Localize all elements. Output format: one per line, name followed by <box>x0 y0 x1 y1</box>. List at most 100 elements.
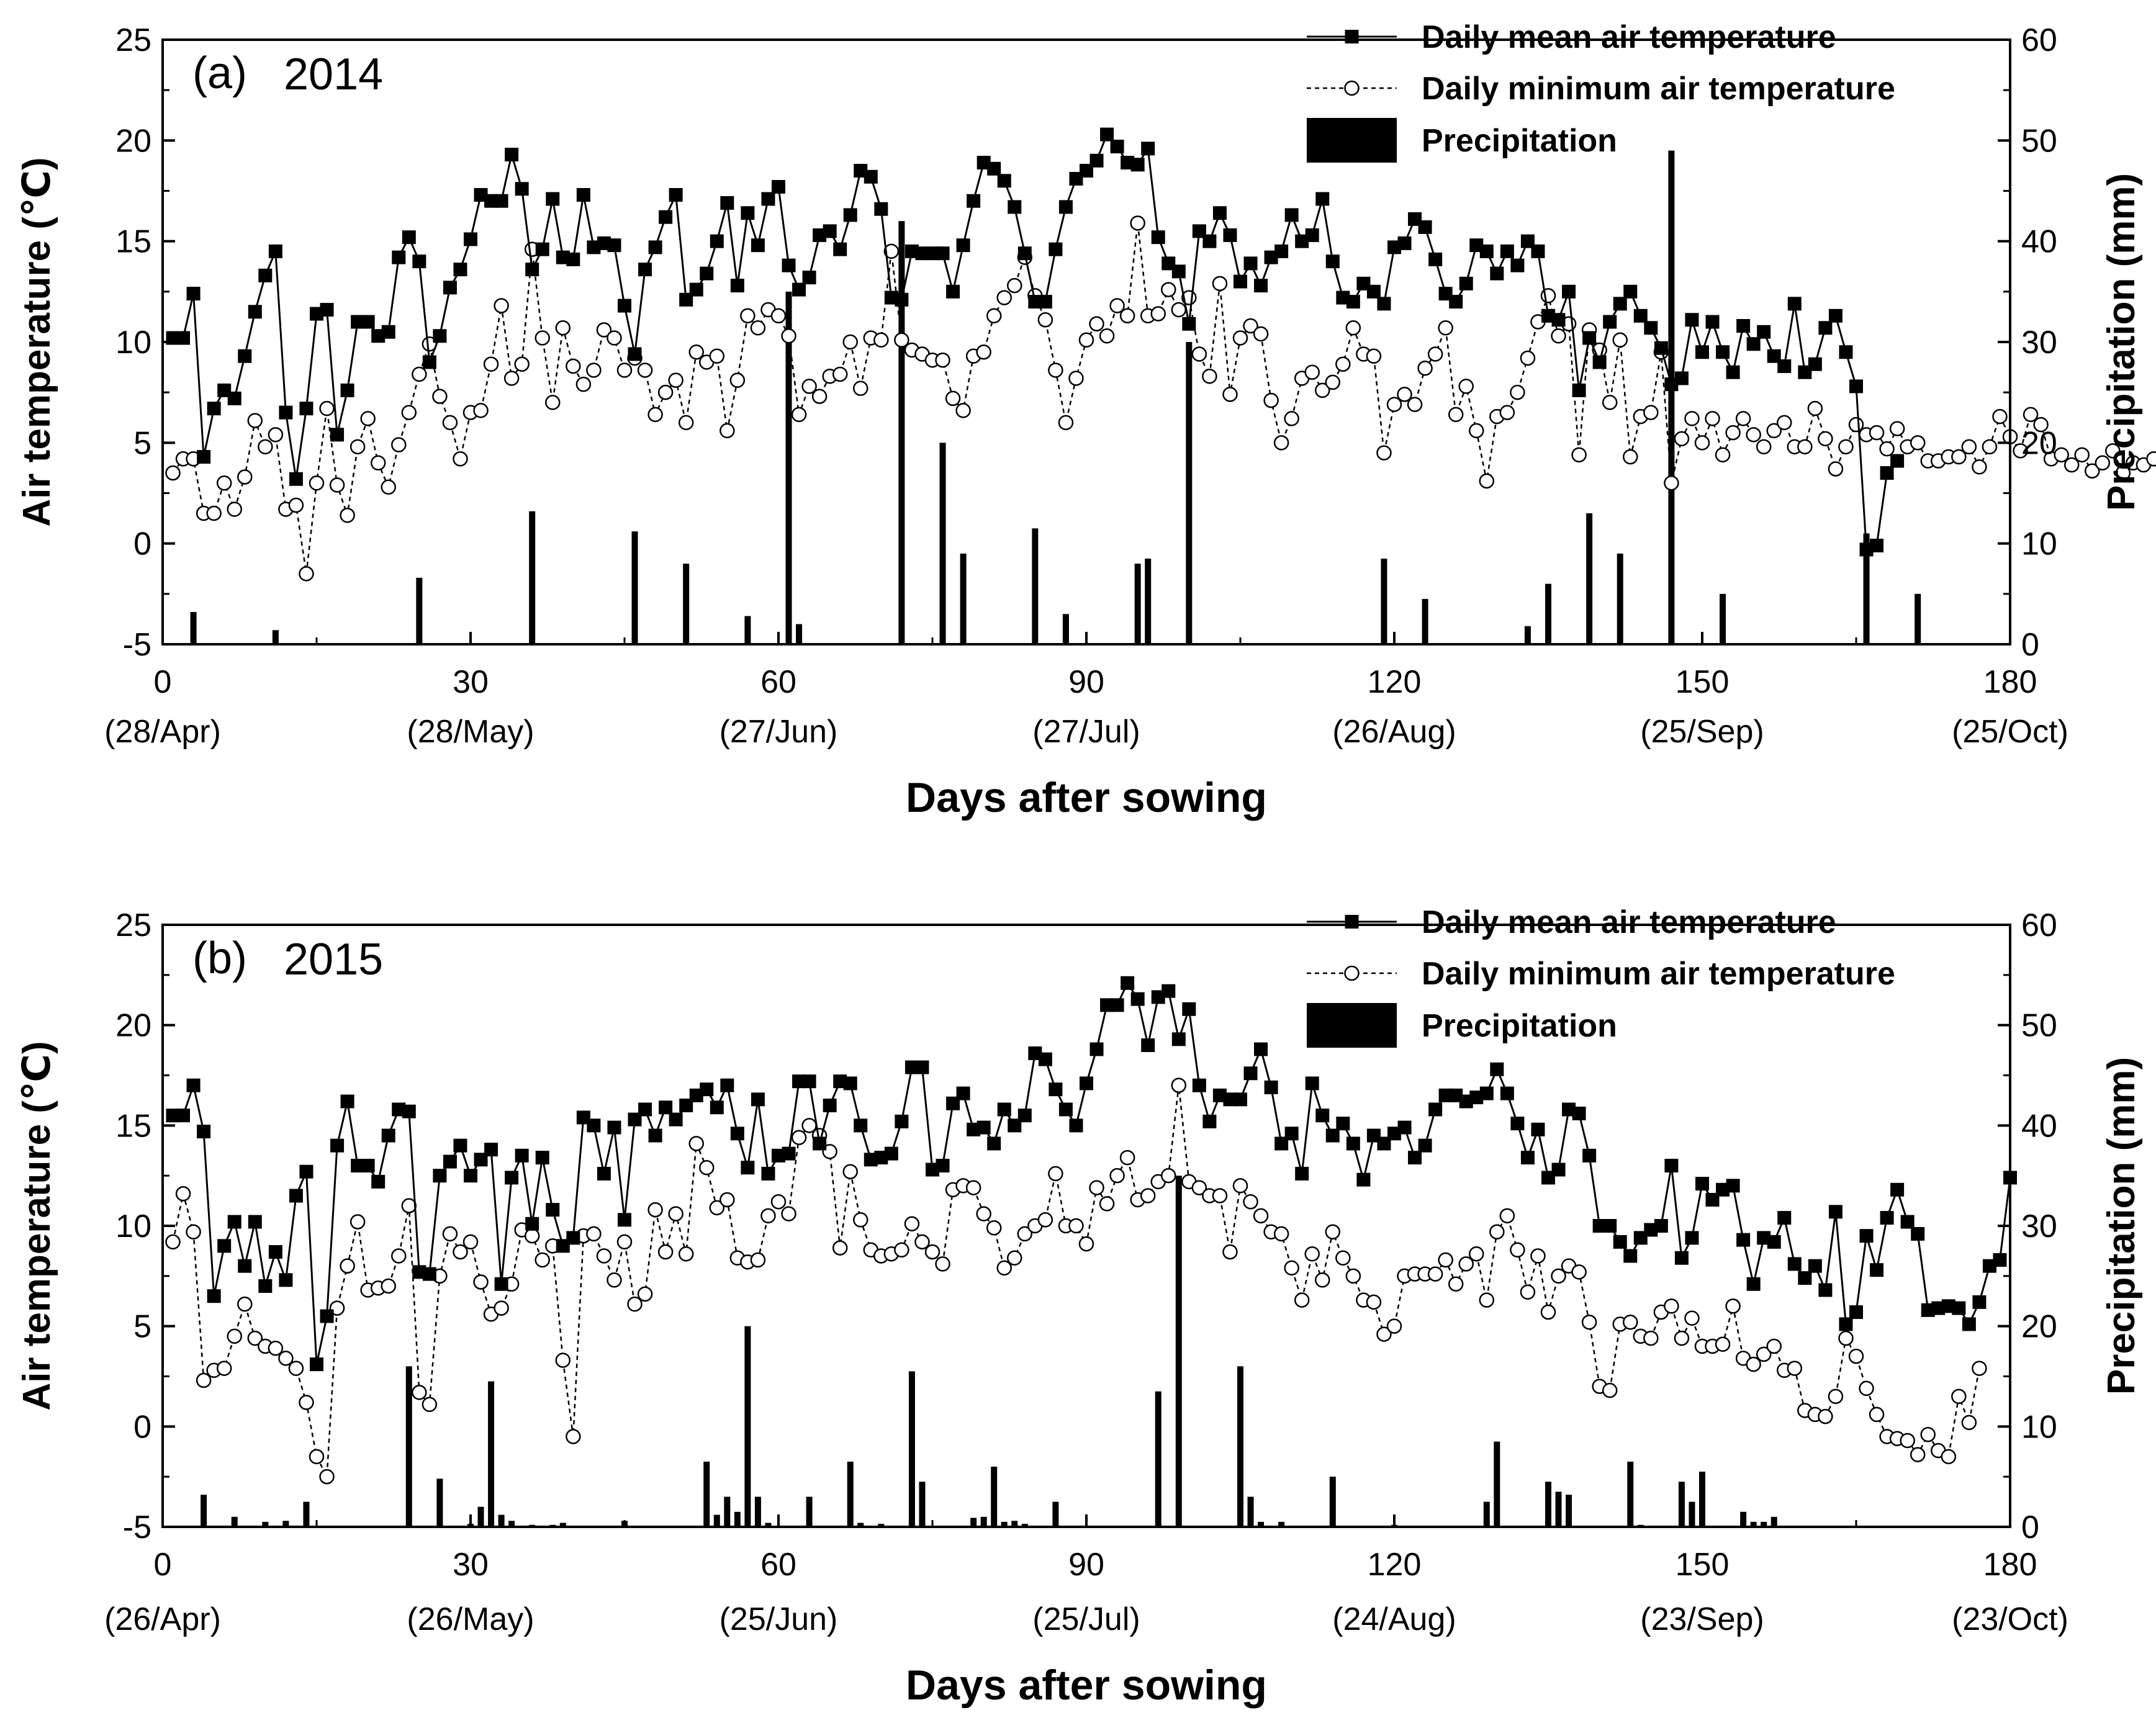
minimum-temperature-point <box>1386 1318 1402 1334</box>
minimum-temperature-point <box>545 395 561 410</box>
mean-temperature-point <box>453 1138 467 1153</box>
mean-temperature-point <box>1705 1192 1720 1207</box>
precipitation-bar <box>991 1467 998 1527</box>
minimum-temperature-point <box>1161 1167 1176 1184</box>
mean-temperature-point <box>926 1163 939 1177</box>
minimum-temperature-point <box>1284 1260 1299 1276</box>
minimum-temperature-point <box>1222 1244 1238 1260</box>
minimum-temperature-point <box>329 1300 345 1316</box>
mean-temperature-point <box>1798 1271 1812 1285</box>
minimum-temperature-point <box>729 372 746 388</box>
y-right-tick-label: 40 <box>2021 224 2057 260</box>
precipitation-bar <box>529 511 536 644</box>
mean-temperature-point <box>1110 140 1124 154</box>
minimum-temperature-point <box>2115 465 2131 481</box>
minimum-temperature-point <box>1458 379 1474 394</box>
minimum-temperature-point <box>1900 1433 1915 1449</box>
y-axis-left-label: Air temperature (℃) <box>16 157 58 526</box>
mean-temperature-point <box>556 1239 570 1253</box>
minimum-temperature-point <box>853 380 868 396</box>
mean-temperature-point <box>1408 212 1422 226</box>
mean-temperature-point <box>1234 1092 1247 1107</box>
minimum-temperature-point <box>627 1296 643 1312</box>
minimum-temperature-point <box>719 1192 735 1208</box>
mean-temperature-point <box>258 1279 273 1293</box>
minimum-temperature-point <box>781 328 796 344</box>
mean-temperature-point <box>1049 1082 1063 1097</box>
mean-temperature-point <box>310 307 323 321</box>
minimum-temperature-point <box>575 376 592 392</box>
mean-temperature-point <box>1254 279 1268 293</box>
mean-temperature-point <box>371 1174 386 1189</box>
mean-temperature-point <box>1705 315 1720 329</box>
mean-temperature-point <box>967 1122 981 1136</box>
mean-temperature-point <box>566 252 580 266</box>
precipitation-bar <box>405 1366 412 1527</box>
precipitation-bar <box>683 564 690 644</box>
mean-temperature-point <box>1141 1038 1155 1052</box>
minimum-temperature-point <box>1766 1338 1782 1354</box>
mean-temperature-point <box>443 1154 457 1169</box>
precipitation-bar <box>190 612 197 644</box>
mean-temperature-point <box>1962 1317 1976 1331</box>
mean-temperature-point <box>1736 319 1751 333</box>
mean-temperature-point <box>659 1100 673 1115</box>
minimum-temperature-point <box>1427 346 1443 362</box>
minimum-temperature-point <box>1520 1284 1536 1300</box>
mean-temperature-point <box>1490 266 1504 281</box>
x-date-label: (26/May) <box>407 1601 534 1637</box>
precipitation-bar <box>980 1516 987 1527</box>
mean-temperature-point <box>412 254 426 269</box>
minimum-temperature-point <box>186 1224 201 1239</box>
minimum-temperature-point <box>1643 405 1659 420</box>
mean-temperature-point <box>823 1099 837 1112</box>
mean-temperature-point <box>1182 317 1196 331</box>
mean-temperature-point <box>1356 276 1371 290</box>
mean-temperature-point <box>1849 379 1863 394</box>
mean-temperature-point <box>689 1088 703 1102</box>
minimum-temperature-point <box>175 1186 191 1202</box>
minimum-temperature-point <box>227 1328 242 1344</box>
mean-temperature-point <box>1592 1219 1607 1233</box>
minimum-temperature-point <box>842 1164 858 1179</box>
minimum-temperature-point <box>1284 411 1299 426</box>
minimum-temperature-point <box>1992 408 2008 425</box>
precipitation-bar <box>806 1496 813 1527</box>
mean-temperature-point <box>1726 365 1740 379</box>
mean-temperature-point <box>1418 1138 1432 1153</box>
minimum-temperature-point <box>1191 346 1207 362</box>
mean-temperature-point <box>279 405 293 420</box>
mean-temperature-point <box>464 232 477 246</box>
y-left-tick-label: 25 <box>115 22 151 58</box>
minimum-temperature-point <box>1961 439 1977 455</box>
mean-temperature-point <box>1058 200 1073 214</box>
chart-panel-2014: 0 (28/Apr) 30 (28/May) 60 (27/Jun) 90 (27/Jul) 1… <box>16 19 2156 821</box>
minimum-temperature-point <box>657 384 674 400</box>
minimum-temperature-point <box>1171 1077 1187 1093</box>
mean-temperature-point <box>1305 228 1319 242</box>
minimum-temperature-point <box>791 1130 807 1145</box>
mean-temperature-point <box>977 156 991 170</box>
minimum-temperature-point <box>945 390 961 407</box>
mean-temperature-point <box>1572 383 1586 397</box>
minimum-temperature-point <box>258 439 273 455</box>
mean-temperature-point <box>1080 164 1093 178</box>
mean-temperature-point <box>248 305 262 319</box>
x-tick-label: 90 <box>1068 1547 1104 1583</box>
mean-temperature-point <box>464 1169 477 1183</box>
mean-temperature-point <box>1438 1088 1453 1102</box>
minimum-temperature-point <box>740 308 756 324</box>
minimum-temperature-point <box>1099 328 1115 344</box>
mean-temperature-point <box>1541 1171 1555 1185</box>
mean-temperature-point <box>967 194 981 208</box>
x-tick-label: 150 <box>1676 1547 1730 1583</box>
x-tick-label: 30 <box>453 1547 489 1583</box>
mean-temperature-point <box>1274 1136 1289 1151</box>
precipitation-bar <box>744 1326 751 1527</box>
mean-temperature-point <box>1582 331 1597 345</box>
mean-temperature-point <box>1438 287 1453 301</box>
x-tick-label: 60 <box>760 664 796 700</box>
mean-temperature-point <box>700 266 714 281</box>
y-right-tick-label: 60 <box>2021 22 2057 58</box>
minimum-temperature-point <box>1664 475 1679 491</box>
